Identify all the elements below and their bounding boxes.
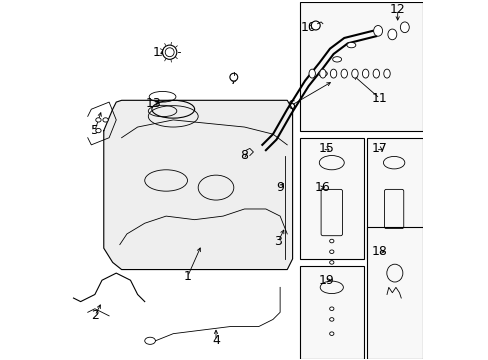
Bar	[366, 138, 422, 259]
Ellipse shape	[340, 69, 347, 78]
Ellipse shape	[318, 71, 326, 76]
Ellipse shape	[400, 22, 408, 33]
Ellipse shape	[319, 69, 325, 78]
Bar	[366, 227, 422, 359]
Ellipse shape	[311, 21, 320, 30]
Bar	[299, 3, 422, 131]
Ellipse shape	[329, 307, 333, 311]
Ellipse shape	[383, 69, 389, 78]
Ellipse shape	[96, 118, 101, 122]
Text: 17: 17	[371, 142, 387, 155]
Text: 16: 16	[314, 181, 330, 194]
Text: 4: 4	[212, 334, 220, 347]
Text: 18: 18	[371, 245, 387, 258]
Ellipse shape	[162, 45, 177, 59]
Text: 3: 3	[274, 235, 282, 248]
Text: 11: 11	[371, 92, 387, 105]
Ellipse shape	[387, 29, 396, 40]
Ellipse shape	[329, 261, 333, 264]
Ellipse shape	[362, 69, 368, 78]
Text: 8: 8	[240, 149, 248, 162]
Ellipse shape	[373, 26, 382, 36]
Text: 7: 7	[229, 74, 237, 87]
Text: 13: 13	[145, 98, 161, 111]
Text: 1: 1	[183, 270, 191, 283]
Ellipse shape	[330, 69, 336, 78]
Text: 14: 14	[153, 46, 168, 59]
Text: 5: 5	[91, 124, 99, 137]
Text: 10: 10	[300, 21, 316, 34]
Bar	[299, 266, 363, 359]
Ellipse shape	[96, 129, 101, 133]
Ellipse shape	[351, 69, 357, 78]
Ellipse shape	[308, 69, 315, 78]
Ellipse shape	[329, 250, 333, 253]
Ellipse shape	[329, 332, 333, 336]
Text: 19: 19	[318, 274, 334, 287]
Ellipse shape	[102, 118, 108, 122]
Ellipse shape	[372, 69, 379, 78]
Bar	[299, 138, 363, 259]
Ellipse shape	[332, 57, 341, 62]
Ellipse shape	[346, 42, 355, 48]
Ellipse shape	[229, 73, 237, 81]
Text: 15: 15	[318, 142, 334, 155]
Text: 9: 9	[276, 181, 284, 194]
Text: 2: 2	[91, 309, 99, 322]
Text: 12: 12	[389, 3, 405, 16]
Ellipse shape	[329, 239, 333, 243]
Polygon shape	[103, 100, 292, 270]
Ellipse shape	[329, 318, 333, 321]
Text: 6: 6	[286, 99, 294, 112]
